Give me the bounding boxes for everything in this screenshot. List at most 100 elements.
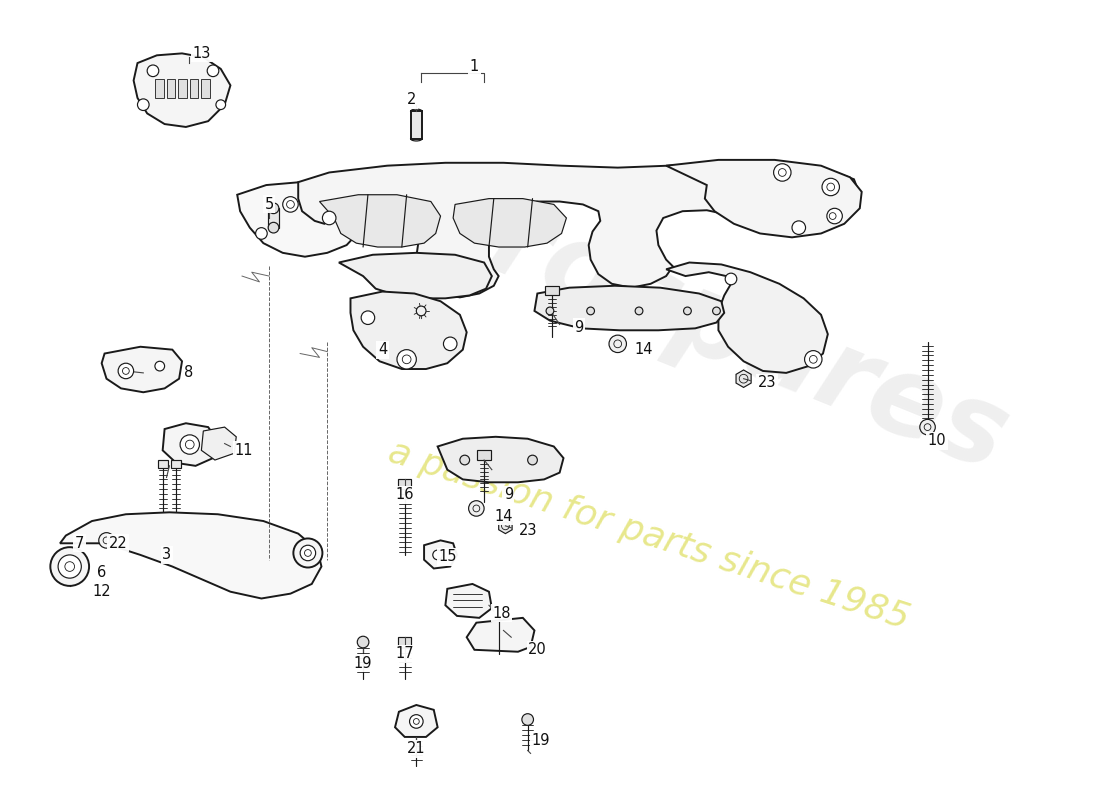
Circle shape [207, 65, 219, 77]
Polygon shape [201, 78, 210, 98]
Polygon shape [466, 618, 535, 652]
Polygon shape [736, 370, 751, 387]
Circle shape [147, 65, 158, 77]
Text: 15: 15 [438, 550, 456, 564]
Circle shape [118, 363, 133, 378]
Text: 2: 2 [407, 92, 416, 107]
Circle shape [322, 211, 335, 225]
Circle shape [180, 435, 199, 454]
Polygon shape [201, 427, 236, 460]
Polygon shape [60, 512, 321, 598]
Polygon shape [178, 78, 187, 98]
Text: 7: 7 [75, 536, 84, 550]
Polygon shape [155, 78, 164, 98]
Text: 18: 18 [493, 606, 510, 621]
Circle shape [155, 362, 165, 371]
Text: 6: 6 [97, 565, 107, 580]
Circle shape [416, 306, 426, 316]
Circle shape [51, 547, 89, 586]
Circle shape [268, 203, 278, 214]
Polygon shape [667, 160, 861, 238]
Polygon shape [453, 198, 566, 247]
Polygon shape [101, 346, 182, 392]
Text: 14: 14 [635, 342, 653, 357]
Polygon shape [398, 479, 411, 489]
Polygon shape [535, 286, 724, 330]
Text: a passion for parts since 1985: a passion for parts since 1985 [384, 435, 913, 636]
Polygon shape [190, 78, 198, 98]
Polygon shape [238, 182, 363, 257]
Text: 9: 9 [504, 487, 513, 502]
Text: 19: 19 [531, 734, 550, 748]
Text: 22: 22 [109, 536, 128, 550]
Circle shape [268, 222, 278, 233]
Polygon shape [166, 78, 175, 98]
Ellipse shape [410, 109, 422, 114]
Circle shape [586, 307, 594, 314]
Circle shape [683, 307, 691, 314]
Circle shape [773, 164, 791, 181]
Text: 19: 19 [354, 656, 372, 671]
Text: 20: 20 [528, 642, 547, 658]
Text: 11: 11 [234, 443, 253, 458]
Polygon shape [339, 253, 492, 298]
Circle shape [546, 307, 553, 314]
Circle shape [443, 337, 456, 350]
Polygon shape [157, 460, 167, 468]
Circle shape [460, 455, 470, 465]
Circle shape [99, 533, 114, 548]
Text: 12: 12 [92, 584, 111, 599]
Polygon shape [398, 638, 411, 647]
Text: 4: 4 [377, 342, 387, 357]
Polygon shape [395, 705, 438, 737]
Text: 3: 3 [162, 547, 172, 562]
Text: 9: 9 [574, 320, 584, 335]
Circle shape [358, 636, 368, 648]
Text: 17: 17 [395, 646, 414, 661]
Circle shape [920, 419, 935, 435]
Circle shape [521, 714, 534, 726]
Circle shape [822, 178, 839, 196]
Circle shape [804, 350, 822, 368]
Circle shape [827, 208, 843, 224]
Polygon shape [319, 194, 440, 247]
Circle shape [138, 99, 150, 110]
Polygon shape [410, 111, 422, 138]
Circle shape [792, 221, 805, 234]
Polygon shape [498, 518, 513, 534]
Circle shape [609, 335, 626, 353]
Polygon shape [351, 291, 466, 369]
Polygon shape [446, 584, 492, 618]
Circle shape [469, 501, 484, 516]
Circle shape [58, 555, 81, 578]
Polygon shape [425, 540, 456, 569]
Circle shape [255, 228, 267, 239]
Polygon shape [298, 162, 860, 298]
Text: 14: 14 [494, 509, 513, 524]
Text: 1: 1 [470, 59, 478, 74]
Polygon shape [133, 54, 230, 127]
Text: 21: 21 [407, 741, 426, 756]
Circle shape [397, 350, 416, 369]
Circle shape [409, 714, 424, 728]
Circle shape [294, 538, 322, 567]
Circle shape [432, 550, 442, 560]
Polygon shape [268, 208, 278, 228]
Circle shape [635, 307, 642, 314]
Text: 8: 8 [184, 366, 194, 380]
Circle shape [725, 273, 737, 285]
Polygon shape [163, 423, 218, 466]
Text: 13: 13 [192, 46, 210, 61]
Circle shape [713, 307, 721, 314]
Circle shape [300, 546, 316, 561]
Polygon shape [438, 437, 563, 482]
Circle shape [361, 311, 375, 325]
Polygon shape [172, 460, 182, 468]
Circle shape [216, 100, 225, 110]
Text: 5: 5 [264, 197, 274, 212]
Polygon shape [667, 262, 828, 373]
Text: 23: 23 [518, 523, 537, 538]
Circle shape [528, 455, 538, 465]
Circle shape [283, 197, 298, 212]
Text: eurospares: eurospares [332, 132, 1023, 494]
